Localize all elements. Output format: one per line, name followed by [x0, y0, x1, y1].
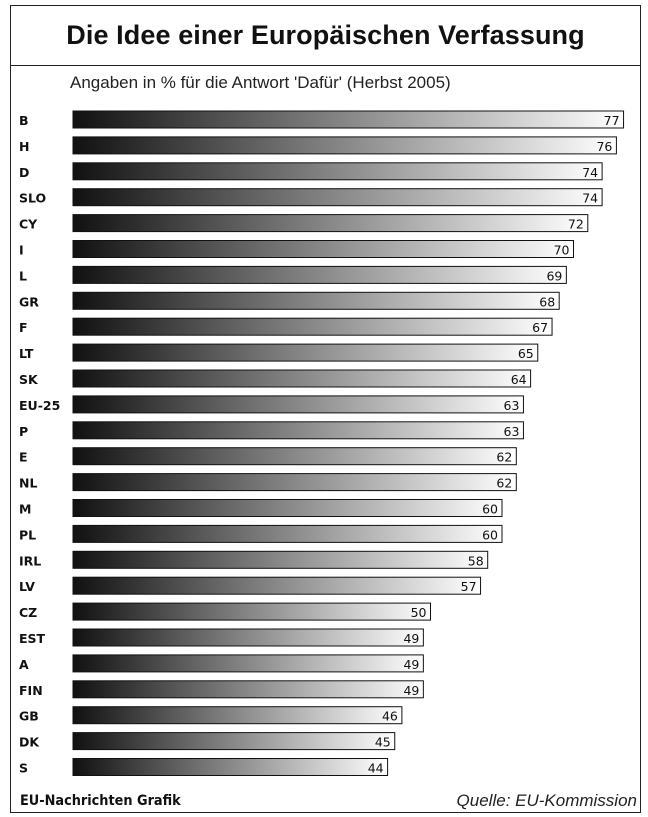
category-label-slo: SLO: [19, 191, 46, 206]
bar-m: [72, 499, 503, 517]
bar-slo: [72, 188, 603, 207]
title-bar: Die Idee einer Europäischen Verfassung: [11, 6, 640, 66]
bar-nl: [72, 473, 517, 492]
value-label-gb: 46: [382, 709, 398, 724]
category-label-irl: IRL: [19, 553, 41, 568]
bar-dk: [72, 732, 396, 751]
value-label-b: 77: [604, 113, 620, 128]
bar-est: [72, 628, 424, 647]
footer-source-left: EU-Nachrichten Grafik: [20, 793, 181, 809]
category-label-p: P: [19, 424, 28, 439]
bar-f: [72, 317, 553, 336]
category-label-a: A: [19, 657, 29, 672]
bar-gr: [72, 291, 560, 310]
category-label-cz: CZ: [19, 605, 37, 620]
value-label-nl: 62: [496, 476, 512, 491]
bar-a: [72, 654, 424, 673]
bar-e: [72, 447, 517, 466]
value-label-d: 74: [582, 165, 598, 180]
category-label-e: E: [19, 450, 28, 465]
value-label-l: 69: [546, 268, 562, 283]
value-label-gr: 68: [539, 294, 555, 309]
value-label-pl: 60: [482, 527, 498, 542]
category-label-d: D: [19, 165, 29, 180]
category-label-est: EST: [19, 631, 46, 646]
category-label-nl: NL: [19, 476, 37, 491]
bar-p: [72, 421, 524, 440]
value-label-sk: 64: [511, 372, 527, 387]
value-label-s: 44: [368, 761, 384, 776]
value-label-est: 49: [403, 631, 419, 646]
category-label-gb: GB: [19, 709, 39, 724]
category-label-pl: PL: [19, 527, 36, 542]
value-label-i: 70: [554, 243, 570, 258]
value-label-a: 49: [403, 657, 419, 672]
category-label-fin: FIN: [19, 683, 43, 698]
value-label-dk: 45: [375, 735, 391, 750]
footer-source-right: Quelle: EU-Kommission: [456, 791, 637, 810]
value-label-m: 60: [482, 502, 498, 517]
value-label-cz: 50: [411, 605, 427, 620]
bar-lt: [72, 343, 539, 362]
bar-d: [72, 162, 603, 181]
value-label-e: 62: [496, 450, 512, 465]
value-label-p: 63: [504, 424, 520, 439]
bar-lv: [72, 576, 482, 595]
bar-l: [72, 265, 567, 284]
bar-eu-25: [72, 395, 524, 414]
category-label-lv: LV: [19, 579, 35, 594]
category-label-cy: CY: [19, 217, 38, 232]
category-label-gr: GR: [19, 294, 39, 309]
bar-h: [72, 136, 617, 155]
value-label-fin: 49: [403, 683, 419, 698]
category-label-h: H: [19, 139, 29, 154]
bar-s: [72, 758, 389, 776]
category-label-sk: SK: [19, 372, 39, 387]
value-label-irl: 58: [468, 553, 484, 568]
bar-sk: [72, 369, 532, 388]
value-label-eu-25: 63: [504, 398, 520, 413]
category-label-i: I: [19, 243, 24, 258]
bar-cz: [72, 602, 431, 621]
value-label-lt: 65: [518, 346, 534, 361]
bar-b: [72, 110, 625, 129]
bar-fin: [72, 680, 424, 699]
category-label-eu-25: EU-25: [19, 398, 60, 413]
value-label-h: 76: [596, 139, 612, 154]
category-label-dk: DK: [19, 735, 40, 750]
category-label-lt: LT: [19, 346, 34, 361]
category-label-m: M: [19, 502, 31, 517]
category-label-s: S: [19, 761, 28, 776]
bar-irl: [72, 550, 489, 569]
bar-pl: [72, 524, 503, 543]
bar-gb: [72, 706, 403, 725]
bar-cy: [72, 214, 589, 233]
bar-i: [72, 240, 574, 258]
chart-title: Die Idee einer Europäischen Verfassung: [66, 20, 585, 50]
value-label-f: 67: [532, 320, 548, 335]
category-label-l: L: [19, 268, 27, 283]
value-label-slo: 74: [582, 191, 598, 206]
category-label-f: F: [19, 320, 28, 335]
chart-subtitle: Angaben in % für die Antwort 'Dafür' (He…: [70, 73, 451, 92]
value-label-lv: 57: [461, 579, 477, 594]
category-label-b: B: [19, 113, 29, 128]
value-label-cy: 72: [568, 217, 584, 232]
